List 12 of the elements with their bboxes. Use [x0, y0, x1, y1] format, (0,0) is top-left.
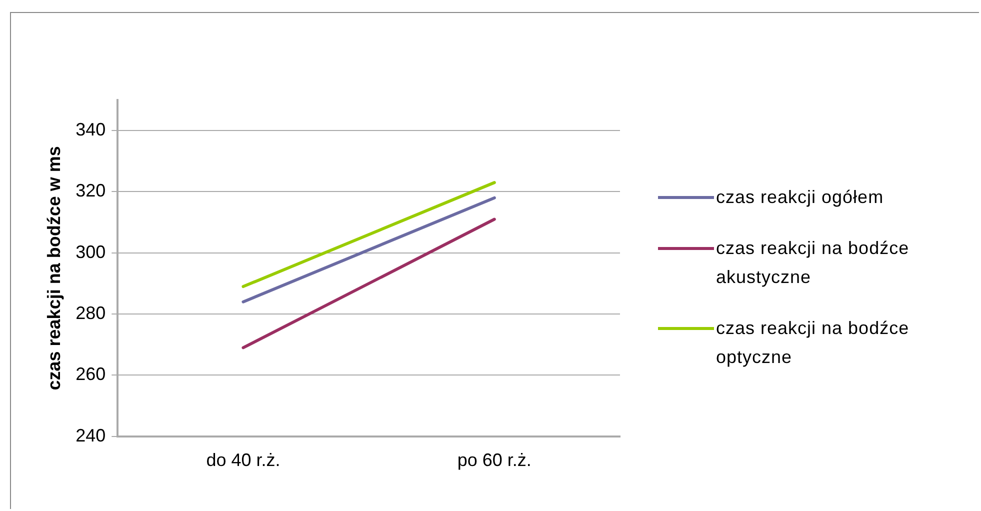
y-tick-label: 300 [76, 242, 106, 262]
legend-label: czas reakcji ogółem [716, 186, 884, 209]
y-tick-label: 260 [76, 364, 106, 384]
y-tick-label: 280 [76, 303, 106, 324]
legend-label: czas reakcji na bodźce optyczne [716, 317, 910, 369]
y-tick-label: 340 [76, 120, 106, 140]
x-tick-label: do 40 r.ż. [206, 450, 280, 470]
y-tick-label: 320 [76, 180, 106, 201]
legend-label: czas reakcji na bodźce akustyczne [716, 237, 910, 289]
y-axis-title: czas reakcji na bodźce w ms [44, 146, 64, 390]
y-tick-label: 240 [76, 425, 106, 446]
x-tick-label: po 60 r.ż. [457, 450, 532, 470]
